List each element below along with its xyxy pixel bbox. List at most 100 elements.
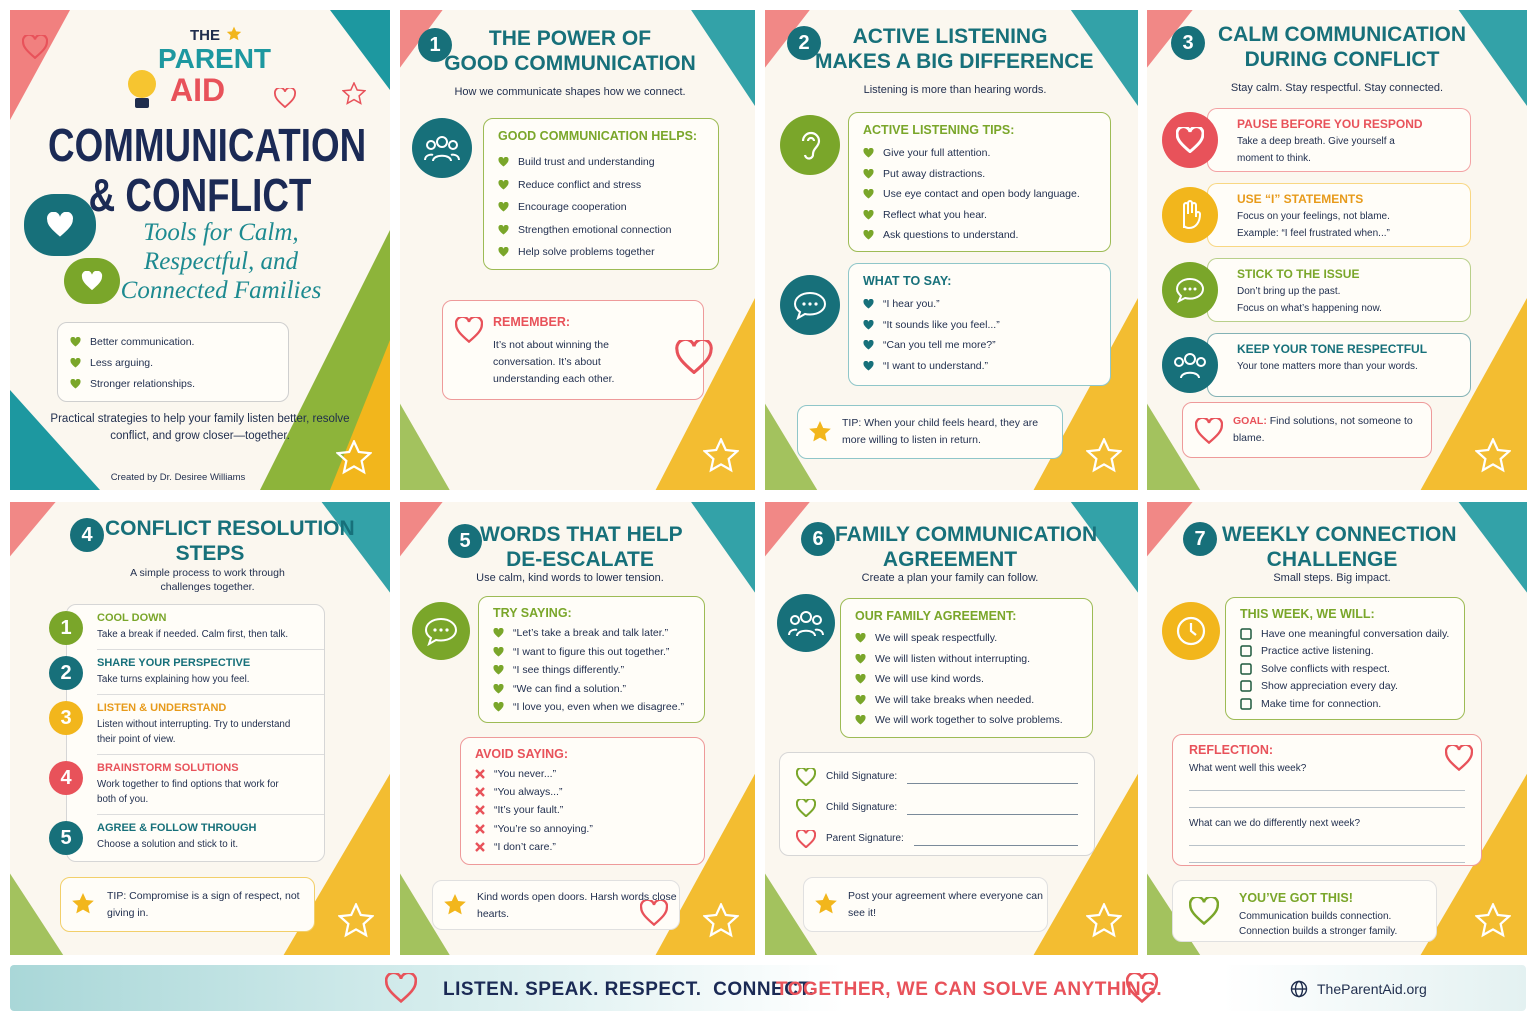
people-glyph <box>788 611 824 637</box>
bullet-icon <box>855 674 866 684</box>
bullet-icon <box>855 715 866 725</box>
calm-heading: PAUSE BEFORE YOU RESPOND <box>1237 117 1423 131</box>
star-doodle <box>1086 438 1122 472</box>
bullet-icon <box>855 694 866 705</box>
bullet <box>863 340 874 350</box>
cover-credit: Created by Dr. Desiree Williams <box>110 472 246 483</box>
title-line: GOOD COMMUNICATION <box>444 52 696 75</box>
footer-website[interactable]: TheParentAid.org <box>1317 981 1427 997</box>
bullet <box>475 841 485 852</box>
agreement-box: OUR FAMILY AGREEMENT: We will speak resp… <box>840 598 1093 738</box>
reflection-box: REFLECTION: What went well this week? Wh… <box>1172 734 1482 866</box>
bullet-icon <box>475 805 485 816</box>
bullet <box>493 646 504 657</box>
box-heading: WHAT TO SAY: <box>863 274 952 288</box>
star-doodle <box>1475 438 1511 472</box>
star-icon <box>809 421 831 442</box>
bullet <box>70 357 81 368</box>
list-item: Encourage cooperation <box>498 196 704 219</box>
calm-text: Focus on what’s happening now. <box>1237 303 1382 314</box>
calm-heading: KEEP YOUR TONE RESPECTFUL <box>1237 342 1428 356</box>
bullet-icon <box>498 157 509 167</box>
box-heading: REFLECTION: <box>1189 743 1274 757</box>
panel-subtitle: Listening is more than hearing words. <box>863 84 1047 96</box>
clock-glyph <box>1176 616 1206 646</box>
item-text: Better communication. <box>90 335 195 348</box>
list-item: “You always...” <box>475 783 690 801</box>
bullet <box>70 378 81 389</box>
bullet <box>493 665 504 675</box>
panel-number: 4 <box>70 518 104 552</box>
list-item: Ask questions to understand. <box>863 225 1096 246</box>
note-box: Kind words open doors. Harsh words close… <box>432 880 680 930</box>
bullet-icon <box>493 683 504 694</box>
panel-title: CONFLICT RESOLUTION STEPS <box>105 516 355 566</box>
signature-heart <box>796 829 816 848</box>
bullet <box>863 148 874 158</box>
bullet-icon <box>855 653 866 664</box>
bullet-icon <box>493 628 504 638</box>
cover-panel: THE PARENT AID COMMUNICATION & CONFLICT … <box>10 10 390 490</box>
answer-line <box>1189 829 1465 846</box>
item-text: “I want to figure this out together.” <box>513 645 670 658</box>
list-item: We will speak respectfully. <box>855 628 1078 649</box>
bullet-icon <box>855 633 866 643</box>
footer-heart <box>1126 973 1158 1003</box>
list-item: Have one meaningful conversation daily. <box>1240 625 1450 643</box>
signature-heart <box>796 767 816 786</box>
step-number: 3 <box>49 701 83 735</box>
box-heading: YOU’VE GOT THIS! <box>1239 891 1353 905</box>
bullet-icon <box>70 378 81 389</box>
chat-icon <box>412 602 470 660</box>
item-text: “I see things differently.” <box>513 664 625 677</box>
bullet <box>1240 680 1252 692</box>
remember-text: It’s not about winning the conversation.… <box>493 339 615 385</box>
item-text: “You always...” <box>494 786 563 799</box>
panel: 5 WORDS THAT HELP DE-ESCALATE Use calm, k… <box>400 502 755 955</box>
bullet-icon <box>493 702 504 712</box>
bullet-icon <box>1176 127 1204 153</box>
cover-description: Practical strategies to help your family… <box>50 413 350 442</box>
panel: 6 FAMILY COMMUNICATION AGREEMENT Create a… <box>765 502 1138 955</box>
cover-title: COMMUNICATION & CONFLICT <box>48 119 367 220</box>
bullet <box>863 189 874 199</box>
chat-bubble <box>24 194 96 256</box>
cover-tagline: Tools for Calm, Respectful, and Connecte… <box>106 218 336 305</box>
signature-line <box>907 800 1078 815</box>
bullet <box>493 628 504 638</box>
step-number: 5 <box>49 821 83 855</box>
try-box: TRY SAYING: “Let’s take a break and talk… <box>478 596 705 723</box>
bullet-icon <box>1240 680 1252 692</box>
list-item: “I don’t care.” <box>475 838 690 856</box>
chat-glyph <box>1175 277 1205 304</box>
ear-glyph <box>801 131 821 160</box>
item-text: Help solve problems together <box>518 246 655 259</box>
panel-subtitle: A simple process to work through challen… <box>130 567 285 593</box>
bullet-icon <box>70 336 81 347</box>
note-text: Post your agreement where everyone can s… <box>848 890 1043 919</box>
globe-icon <box>1290 980 1308 998</box>
box-heading: GOOD COMMUNICATION HELPS: <box>498 129 698 143</box>
list-item: Help solve problems together <box>498 241 704 264</box>
bullet-icon <box>1240 645 1252 657</box>
step-number: 1 <box>49 611 83 645</box>
title-line: WORDS THAT HELP <box>480 523 683 546</box>
signature-row: Child Signature: <box>796 761 1078 792</box>
item-text: “You never...” <box>494 768 557 781</box>
closing-line: Connection builds a stronger family. <box>1239 926 1398 937</box>
item-text: “I hear you.” <box>883 298 940 311</box>
item-text: Have one meaningful conversation daily. <box>1261 627 1450 640</box>
calm-text: moment to think. <box>1237 153 1311 164</box>
cover-title-line: COMMUNICATION <box>48 119 367 171</box>
star-icon <box>444 894 466 915</box>
list-item: “It’s your fault.” <box>475 801 690 819</box>
footer-tagline: TOGETHER, WE CAN SOLVE ANYTHING. <box>776 979 1163 1000</box>
bullet-icon <box>498 224 509 235</box>
panel: 1 THE POWER OF GOOD COMMUNICATION How we … <box>400 10 755 490</box>
item-text: Build trust and understanding <box>518 156 655 169</box>
title-line: CONFLICT RESOLUTION <box>105 517 355 540</box>
list-item: Reduce conflict and stress <box>498 174 704 197</box>
list-item: Practice active listening. <box>1240 643 1450 661</box>
remember-box: REMEMBER: It’s not about winning the con… <box>442 300 704 400</box>
